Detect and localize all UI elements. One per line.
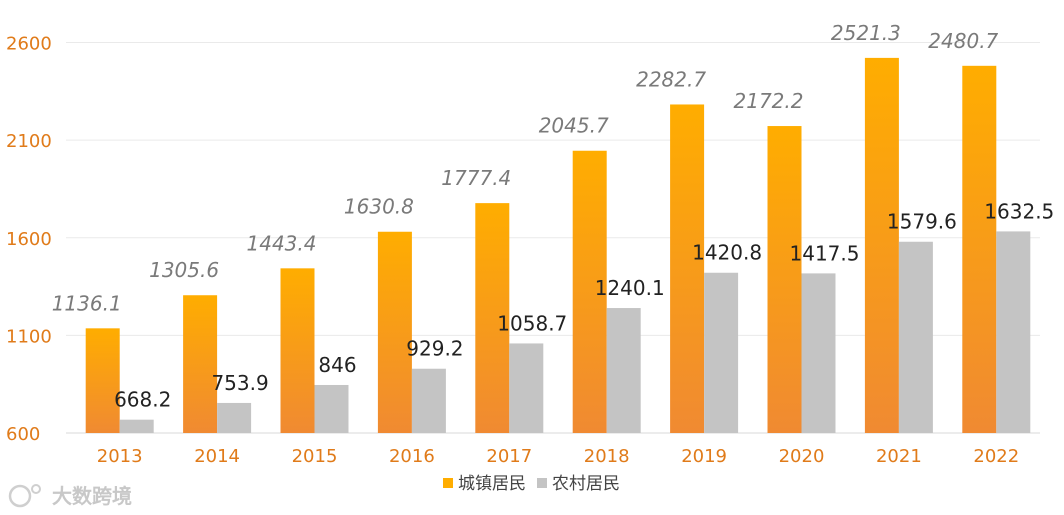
data-label-rural: 753.9	[211, 371, 268, 395]
bar-urban	[670, 104, 705, 434]
y-tick-label: 2100	[6, 131, 52, 152]
data-label-urban: 2480.7	[928, 29, 998, 53]
watermark-text: 大数跨境	[52, 484, 132, 508]
y-tick-label: 600	[6, 424, 40, 445]
bar-rural	[217, 402, 252, 433]
x-tick-label: 2017	[486, 446, 532, 467]
watermark-logo-dot-icon	[31, 484, 41, 494]
bar-urban	[475, 203, 510, 433]
bar-rural	[606, 308, 641, 433]
x-tick-label: 2016	[389, 446, 435, 467]
data-labels: 1136.1 668.2 1305.6 753.9 1443.4 846 1630.8 929…	[52, 21, 1055, 412]
data-label-urban: 1305.6	[149, 258, 219, 282]
x-tick-label: 2020	[779, 446, 825, 467]
bar-urban	[962, 65, 997, 434]
x-tick-label: 2013	[97, 446, 143, 467]
bar-urban	[864, 57, 899, 434]
bars	[85, 57, 1031, 434]
bar-urban	[377, 231, 412, 433]
watermark: 大数跨境	[8, 484, 132, 508]
data-label-urban: 2172.2	[734, 89, 804, 113]
bar-rural	[509, 343, 544, 433]
legend-swatch-urban	[443, 478, 453, 488]
watermark-logo-icon	[8, 484, 32, 508]
legend: 城镇居民 农村居民	[443, 474, 620, 494]
data-label-rural: 1632.5	[984, 199, 1054, 223]
data-label-urban: 1443.4	[247, 231, 317, 255]
data-label-rural: 1579.6	[887, 210, 957, 234]
data-label-urban: 1136.1	[52, 291, 122, 315]
axes: 600 1100 1600 2100 2600 2013 2014 2015 2016 2017 2…	[6, 34, 1019, 467]
data-label-rural: 1058.7	[497, 311, 567, 335]
x-tick-label: 2021	[876, 446, 922, 467]
data-label-urban: 2521.3	[831, 21, 901, 45]
bar-urban	[183, 295, 218, 433]
bar-rural	[314, 384, 349, 433]
y-tick-label: 1600	[6, 229, 52, 250]
bar-rural	[704, 272, 739, 433]
data-label-urban: 2282.7	[636, 67, 706, 91]
legend-label-rural: 农村居民	[552, 474, 620, 494]
bar-urban	[85, 328, 120, 433]
legend-label-urban: 城镇居民	[458, 474, 526, 494]
x-tick-label: 2014	[194, 446, 240, 467]
bar-rural	[119, 419, 154, 433]
data-label-rural: 668.2	[114, 388, 171, 412]
data-label-urban: 1630.8	[344, 195, 414, 219]
data-label-urban: 1777.4	[441, 166, 511, 190]
bar-urban	[767, 126, 802, 434]
y-tick-label: 1100	[6, 326, 52, 347]
y-tick-label: 2600	[6, 34, 52, 55]
data-label-rural: 1240.1	[595, 276, 665, 300]
x-tick-label: 2015	[292, 446, 338, 467]
data-label-rural: 929.2	[406, 337, 463, 361]
bar-rural	[411, 368, 446, 433]
data-label-rural: 846	[318, 353, 356, 377]
bar-urban	[280, 268, 315, 433]
bar-rural	[898, 241, 933, 433]
bar-urban	[572, 150, 607, 433]
data-label-rural: 1420.8	[692, 241, 762, 265]
data-label-rural: 1417.5	[790, 241, 860, 265]
x-tick-label: 2022	[973, 446, 1019, 467]
x-tick-label: 2019	[681, 446, 727, 467]
bar-rural	[996, 231, 1031, 433]
data-label-urban: 2045.7	[539, 114, 609, 138]
bar-rural	[801, 273, 836, 433]
x-tick-label: 2018	[584, 446, 630, 467]
legend-swatch-rural	[537, 478, 547, 488]
